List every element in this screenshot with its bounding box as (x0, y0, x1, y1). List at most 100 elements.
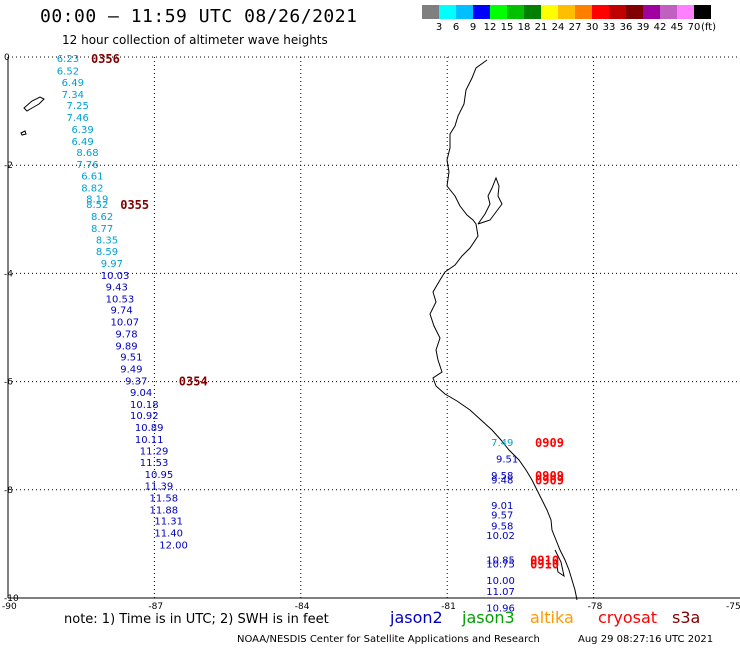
wave-height-label: 12.00 (159, 540, 188, 551)
colorbar-swatch (660, 5, 677, 19)
wave-height-label: 10.92 (130, 411, 159, 422)
pass-time-label: 0909 (535, 436, 564, 450)
y-tick-label: -2 (4, 161, 13, 171)
pass-time-label: 0356 (91, 52, 120, 66)
generated-timestamp: Aug 29 08:27:16 UTC 2021 (578, 634, 714, 645)
pass-time-label: 0354 (179, 375, 208, 389)
wave-height-label: 8.59 (96, 247, 118, 258)
wave-height-label: 8.62 (91, 212, 113, 223)
colorbar-swatch (473, 5, 490, 19)
wave-height-label: 9.49 (120, 365, 142, 376)
x-tick-label: -90 (2, 602, 17, 612)
legend-item-cryosat: cryosat (598, 608, 658, 627)
wave-height-label: 6.61 (81, 171, 103, 182)
colorbar-swatch (524, 5, 541, 19)
credit-text: NOAA/NESDIS Center for Satellite Applica… (237, 634, 540, 645)
colorbar-tick-label: 24 (551, 22, 565, 33)
wave-height-label: 11.58 (150, 493, 179, 504)
colorbar-tick-label: 3 (435, 22, 443, 33)
colorbar-tick-label: 9 (469, 22, 477, 33)
colorbar-tick-label: 42 (653, 22, 667, 33)
island-west (23, 96, 45, 112)
wave-height-label: 10.75 (486, 559, 515, 570)
wave-height-label: 6.52 (57, 67, 79, 78)
wave-height-label: 9.89 (115, 341, 137, 352)
x-tick-label: -87 (148, 602, 163, 612)
colorbar-unit: (ft) (701, 22, 717, 33)
wave-height-label: 9.51 (496, 454, 518, 465)
wave-height-label: 11.07 (486, 587, 515, 598)
wave-height-values: 6.236.526.497.347.257.466.396.498.687.76… (57, 54, 518, 615)
legend-item-jason2: jason2 (390, 608, 443, 627)
colorbar-swatch (592, 5, 609, 19)
wave-height-label: 10.00 (486, 576, 515, 587)
x-tick-label: -75 (726, 602, 740, 612)
wave-height-label: 11.29 (140, 446, 169, 457)
pass-time-label: 0910 (530, 557, 559, 571)
wave-height-label: 7.76 (76, 160, 98, 171)
y-tick-label: -10 (4, 594, 19, 604)
wave-height-label: 8.19 (86, 195, 108, 206)
colorbar-tick-label: 21 (534, 22, 548, 33)
colorbar-swatch (422, 5, 439, 19)
wave-height-label: 8.52 (86, 200, 108, 211)
wave-height-label: 10.18 (130, 400, 159, 411)
wave-height-label: 10.96 (486, 604, 515, 615)
pass-time-label: 0910 (530, 554, 559, 568)
wave-height-label: 10.53 (106, 294, 135, 305)
wave-height-label: 10.85 (486, 556, 515, 567)
wave-height-label: 11.53 (140, 458, 169, 469)
legend-item-s3a: s3a (672, 608, 701, 627)
wave-height-label: 7.49 (491, 438, 513, 449)
wave-height-label: 11.40 (154, 529, 183, 540)
colorbar-tick-label: 18 (517, 22, 531, 33)
wave-height-label: 9.74 (110, 306, 132, 317)
wave-height-label: 9.43 (106, 282, 128, 293)
x-tick-label: -81 (441, 602, 456, 612)
wave-height-label: 11.31 (154, 517, 183, 528)
colorbar-tick-label: 39 (636, 22, 650, 33)
wave-height-label: 9.58 (491, 522, 513, 533)
x-tick-label: -84 (295, 602, 310, 612)
wave-height-label: 11.39 (145, 481, 174, 492)
island-small (20, 130, 27, 136)
axis-labels: 0 -2 -4 -6 -8 -10-90 -87 -84 -81 -78 -75 (2, 53, 740, 612)
colorbar-tick-label: 27 (568, 22, 582, 33)
wave-height-label: 10.02 (486, 531, 515, 542)
colorbar-tick-label: 12 (483, 22, 497, 33)
colorbar-swatch (609, 5, 626, 19)
colorbar-swatch (643, 5, 660, 19)
wave-height-label: 9.51 (120, 353, 142, 364)
wave-height-label: 7.34 (62, 90, 84, 101)
colorbar-tick-label: 15 (500, 22, 514, 33)
wave-height-label: 9.57 (491, 511, 513, 522)
colorbar-swatch (694, 5, 711, 19)
colorbar-swatch (626, 5, 643, 19)
wave-height-label: 9.04 (130, 388, 152, 399)
legend-item-jason3: jason3 (462, 608, 515, 627)
map-title: 00:00 – 11:59 UTC 08/26/2021 (40, 6, 358, 27)
wave-height-label: 8.77 (91, 224, 113, 235)
wave-height-label: 10.11 (135, 435, 164, 446)
legend-item-altika: altika (530, 608, 574, 627)
y-tick-label: -6 (4, 378, 13, 388)
wave-height-label: 10.03 (101, 271, 130, 282)
wave-height-label: 9.37 (125, 377, 147, 388)
wave-height-label: 8.35 (96, 235, 118, 246)
wave-height-label: 10.89 (135, 423, 164, 434)
colorbar-tick-label: 6 (452, 22, 460, 33)
colorbar-swatch (439, 5, 456, 19)
colorbar-swatch (575, 5, 592, 19)
colorbar-tick-label: 33 (602, 22, 616, 33)
wave-height-label: 10.95 (145, 470, 174, 481)
pass-time-label: 0355 (120, 198, 149, 212)
wave-height-label: 7.25 (67, 101, 89, 112)
wave-height-label: 6.39 (71, 125, 93, 136)
colorbar-tick-label: 70 (687, 22, 701, 33)
colorbar-swatch (490, 5, 507, 19)
y-tick-label: -4 (4, 269, 13, 279)
y-tick-label: 0 (4, 53, 10, 63)
wave-height-label: 9.48 (491, 476, 513, 487)
map-subtitle: 12 hour collection of altimeter wave hei… (62, 33, 328, 47)
